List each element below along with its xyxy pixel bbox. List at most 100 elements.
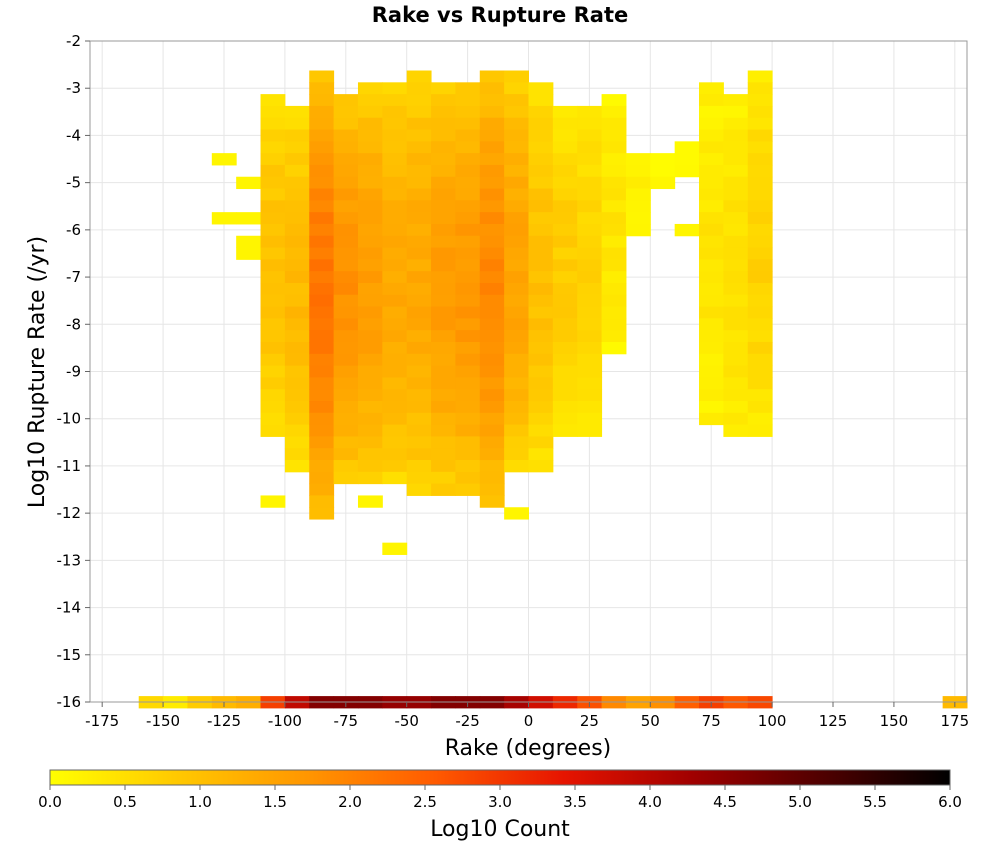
heatmap-cell <box>382 129 408 142</box>
heatmap-cell <box>309 259 335 272</box>
heatmap-cell <box>333 412 359 426</box>
heatmap-cell <box>431 471 456 485</box>
heatmap-cell <box>577 294 603 308</box>
heatmap-cell <box>309 507 335 520</box>
heatmap-cell <box>455 282 481 296</box>
heatmap-cell <box>528 94 554 107</box>
heatmap-cell <box>333 353 359 367</box>
heatmap-cell <box>382 247 408 260</box>
heatmap-cell <box>723 188 749 201</box>
heatmap-cell <box>431 377 456 390</box>
heatmap-cell <box>309 294 335 308</box>
heatmap-cell <box>333 259 359 272</box>
heatmap-cell <box>455 271 481 284</box>
heatmap-cell <box>382 235 408 249</box>
heatmap-cell <box>699 318 724 331</box>
heatmap-cell <box>455 223 481 237</box>
heatmap-cell <box>333 176 359 190</box>
heatmap-cell <box>406 448 432 461</box>
heatmap-cell <box>504 259 529 272</box>
heatmap-cell <box>431 259 456 272</box>
heatmap-cell <box>699 188 724 201</box>
heatmap-cell <box>455 188 481 201</box>
heatmap-cell <box>309 460 335 473</box>
heatmap-cell <box>260 117 286 131</box>
colorbar-tick-label: 3.0 <box>488 793 512 811</box>
heatmap-cell <box>552 306 578 319</box>
heatmap-cell <box>699 212 724 225</box>
heatmap-cell <box>382 365 408 378</box>
heatmap-cell <box>504 294 529 308</box>
heatmap-cell <box>455 164 481 178</box>
heatmap-cell <box>455 471 481 485</box>
heatmap-cell <box>601 117 627 131</box>
heatmap-cell <box>455 94 481 107</box>
heatmap-cell <box>601 294 627 308</box>
heatmap-cell <box>528 153 554 166</box>
heatmap-cell <box>455 365 481 378</box>
heatmap-cell <box>723 318 749 331</box>
heatmap-cell <box>357 271 383 284</box>
heatmap-cell <box>431 82 456 95</box>
heatmap-cell <box>528 282 554 296</box>
heatmap-cell <box>455 448 481 461</box>
heatmap-cell <box>747 141 773 154</box>
heatmap-cell <box>577 141 603 154</box>
heatmap-cell <box>382 200 408 213</box>
heatmap-cell <box>406 188 432 201</box>
heatmap-cell <box>284 424 310 437</box>
heatmap-cell <box>504 105 529 119</box>
heatmap-cell <box>455 105 481 119</box>
heatmap-cell <box>723 235 749 249</box>
heatmap-cell <box>723 306 749 319</box>
heatmap-cell <box>260 318 286 331</box>
heatmap-cell <box>577 153 603 166</box>
heatmap-cell <box>699 235 724 249</box>
heatmap-cell <box>333 318 359 331</box>
heatmap-cell <box>284 365 310 378</box>
heatmap-cell <box>284 306 310 319</box>
heatmap-cell <box>309 401 335 414</box>
heatmap-cell <box>601 330 627 343</box>
heatmap-cell <box>479 188 505 201</box>
heatmap-cell <box>601 223 627 237</box>
heatmap-cell <box>309 389 335 402</box>
heatmap-cell <box>260 306 286 319</box>
heatmap-cell <box>747 117 773 131</box>
heatmap-cell <box>601 153 627 166</box>
heatmap-cell <box>406 141 432 154</box>
heatmap-cell <box>284 401 310 414</box>
colorbar-label: Log10 Count <box>430 817 570 842</box>
heatmap-cell <box>333 460 359 473</box>
heatmap-cell <box>528 176 554 190</box>
heatmap-cell <box>284 282 310 296</box>
heatmap-cell <box>382 141 408 154</box>
x-tick-label: -75 <box>334 712 359 730</box>
heatmap-cell <box>455 483 481 496</box>
heatmap-cell <box>577 235 603 249</box>
heatmap-cell <box>455 460 481 473</box>
heatmap-cell <box>431 223 456 237</box>
heatmap-cell <box>650 176 676 190</box>
heatmap-cell <box>357 341 383 355</box>
heatmap-cell <box>382 82 408 95</box>
heatmap-cell <box>431 212 456 225</box>
heatmap-cell <box>357 282 383 296</box>
heatmap-cell <box>382 105 408 119</box>
heatmap-cell <box>625 153 651 166</box>
heatmap-cell <box>504 412 529 426</box>
heatmap-cell <box>455 294 481 308</box>
heatmap-cell <box>455 176 481 190</box>
heatmap-cell <box>260 341 286 355</box>
heatmap-cell <box>309 271 335 284</box>
heatmap-cell <box>431 424 456 437</box>
heatmap-cell <box>455 412 481 426</box>
heatmap-cell <box>284 353 310 367</box>
heatmap-cell <box>309 471 335 485</box>
heatmap-cell <box>479 483 505 496</box>
y-tick-label: -7 <box>66 268 81 286</box>
heatmap-cell <box>528 200 554 213</box>
heatmap-cell <box>601 318 627 331</box>
heatmap-cell <box>357 448 383 461</box>
heatmap-cell <box>577 353 603 367</box>
